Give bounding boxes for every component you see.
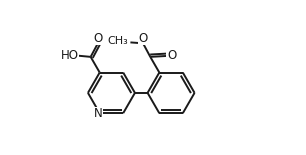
Text: O: O [138,32,148,45]
Text: HO: HO [61,49,79,62]
Text: O: O [93,32,103,45]
Text: O: O [167,49,176,62]
Text: CH₃: CH₃ [107,36,128,46]
Text: N: N [94,107,103,120]
